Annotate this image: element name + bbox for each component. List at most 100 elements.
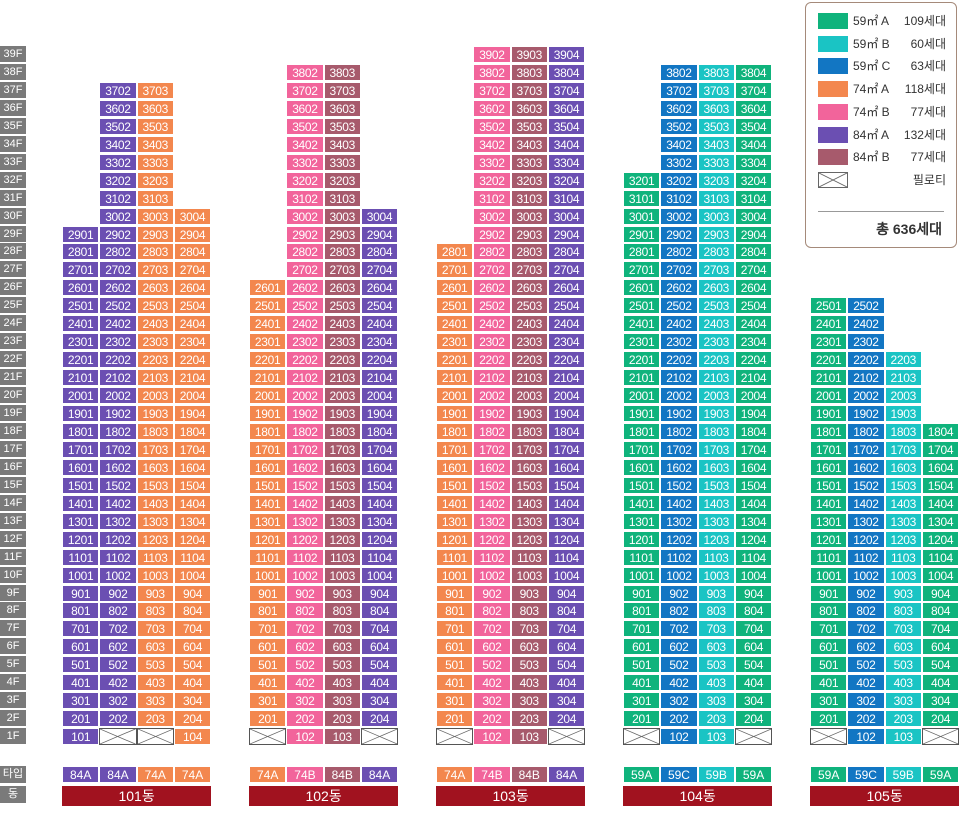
unit-cell: 802 [660,602,698,620]
unit-cell: 602 [286,638,324,656]
type-cell: 59A [734,766,773,783]
unit-cell: 104 [173,728,212,746]
legend-total: 총 636세대 [876,221,942,237]
unit-cell: 2201 [436,351,474,369]
unit-cell: 2903 [136,225,174,243]
unit-cell: 1201 [623,530,661,548]
unit-cell: 1601 [436,458,474,476]
unit-cell: 2603 [136,279,174,297]
unit-cell: 2604 [547,279,586,297]
unit-cell: 2702 [99,261,137,279]
floor-label: 14F [0,494,26,512]
unit-cell: 2902 [99,225,137,243]
unit-cell: 2704 [734,261,773,279]
unit-cell: 202 [847,710,885,728]
unit-cell: 2101 [810,369,848,387]
unit-cell: 2601 [623,279,661,297]
unit-cell: 2501 [62,297,100,315]
unit-cell: 902 [99,584,137,602]
unit-cell: 3204 [547,171,586,189]
unit-cell: 2301 [249,333,287,351]
unit-cell: 1502 [286,476,324,494]
unit-cell: 3004 [547,207,586,225]
unit-cell: 1302 [99,512,137,530]
type-cell: 84B [510,766,548,783]
unit-cell: 404 [173,674,212,692]
unit-cell: 1704 [173,440,212,458]
unit-cell: 3602 [99,99,137,117]
unit-cell: 902 [660,584,698,602]
legend-type: 59㎡ A [853,14,890,28]
unit-cell: 604 [734,638,773,656]
unit-cell: 2902 [660,225,698,243]
unit-cell: 1503 [884,476,922,494]
unit-cell: 701 [810,620,848,638]
unit-cell: 2904 [547,225,586,243]
unit-cell: 1701 [249,440,287,458]
unit-cell: 804 [921,602,960,620]
unit-cell: 2304 [734,333,773,351]
floor-label: 13F [0,512,26,530]
unit-cell: 3802 [660,63,698,81]
unit-cell: 2102 [847,369,885,387]
building-row-label: 동 [0,786,26,803]
unit-cell: 1501 [436,476,474,494]
unit-cell: 1702 [473,440,511,458]
unit-cell: 1604 [173,458,212,476]
unit-cell: 501 [249,656,287,674]
unit-cell: 3003 [136,207,174,225]
unit-cell: 3802 [473,63,511,81]
unit-cell: 1404 [734,494,773,512]
unit-cell: 1702 [847,440,885,458]
unit-cell: 704 [921,620,960,638]
unit-cell: 203 [884,710,922,728]
unit-cell: 2301 [810,333,848,351]
floor-label: 6F [0,638,26,656]
unit-cell: 1901 [436,405,474,422]
unit-cell: 702 [99,620,137,638]
unit-cell: 1804 [173,422,212,440]
unit-cell: 303 [136,692,174,710]
unit-cell: 1803 [510,422,548,440]
unit-cell: 3503 [323,117,361,135]
unit-cell: 1004 [734,566,773,584]
unit-cell: 1303 [323,512,361,530]
unit-cell: 2902 [286,225,324,243]
unit-cell: 201 [62,710,100,728]
unit-cell: 3703 [510,81,548,99]
unit-cell: 301 [436,692,474,710]
unit-cell: 1301 [436,512,474,530]
unit-cell: 1001 [436,566,474,584]
unit-cell: 1801 [249,422,287,440]
unit-cell: 2202 [473,351,511,369]
unit-cell: 1204 [547,530,586,548]
unit-cell: 1102 [660,548,698,566]
unit-cell: 802 [847,602,885,620]
unit-cell: 202 [660,710,698,728]
unit-cell: 504 [173,656,212,674]
unit-cell: 2701 [623,261,661,279]
legend-swatch [818,81,848,98]
unit-cell: 1502 [99,476,137,494]
unit-cell: 1401 [62,494,100,512]
unit-cell: 2102 [473,369,511,387]
unit-cell: 804 [360,602,399,620]
unit-cell: 1103 [884,548,922,566]
unit-cell: 703 [697,620,735,638]
unit-cell: 2502 [660,297,698,315]
unit-cell: 201 [810,710,848,728]
unit-cell: 2001 [810,387,848,405]
type-cell: 59C [660,766,698,783]
unit-cell: 1504 [921,476,960,494]
unit-cell: 804 [734,602,773,620]
piloti-cell [249,728,287,746]
unit-cell: 1402 [286,494,324,512]
piloti-cell [99,728,137,746]
unit-cell: 1001 [62,566,100,584]
unit-cell: 601 [623,638,661,656]
unit-cell: 1802 [473,422,511,440]
unit-cell: 2003 [697,387,735,405]
legend-item: 74㎡ A 118세대 [816,79,948,99]
unit-cell: 103 [884,728,922,746]
unit-cell: 3001 [623,207,661,225]
